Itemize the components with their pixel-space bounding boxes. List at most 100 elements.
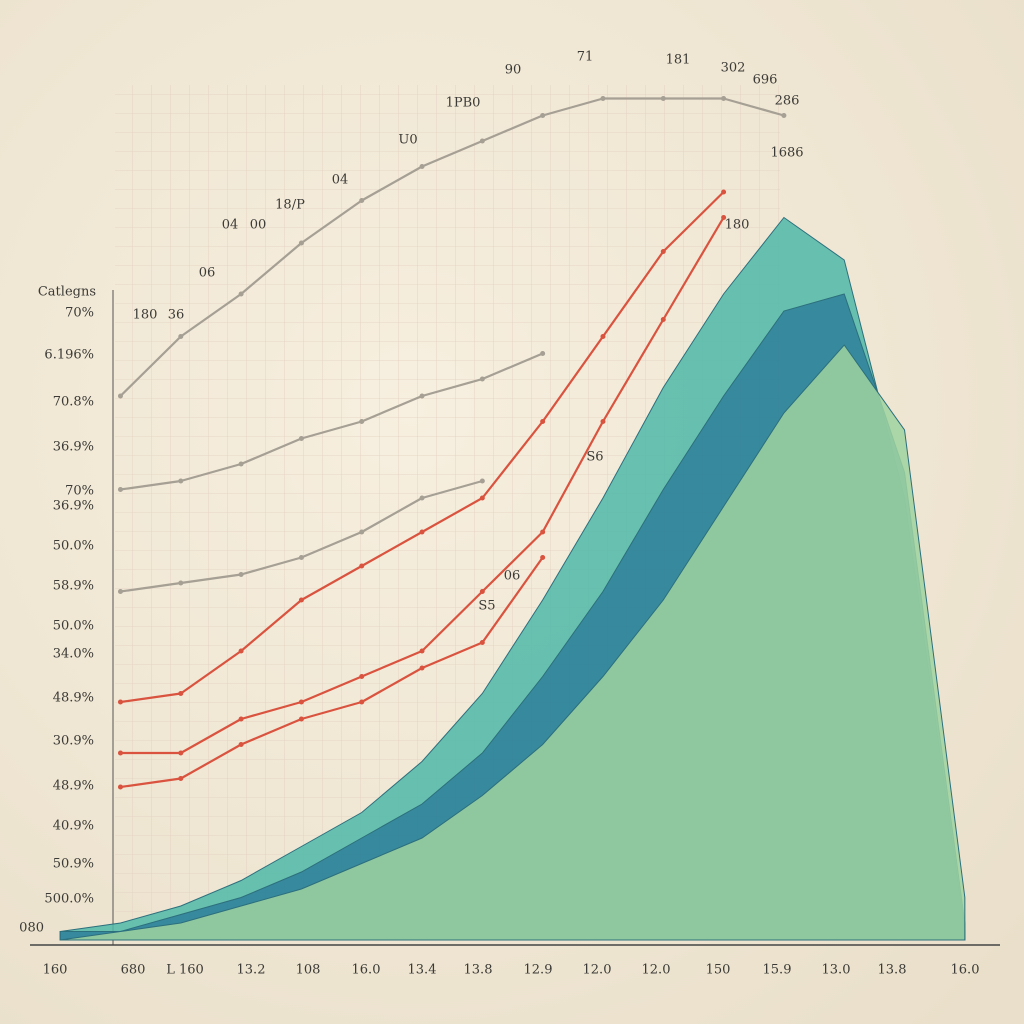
- dot: [479, 589, 485, 594]
- area: [60, 344, 966, 941]
- annotation: 71: [577, 50, 594, 65]
- dot: [479, 138, 485, 144]
- y-label: Catlegns: [38, 285, 96, 300]
- annotation: 180: [133, 308, 158, 323]
- x-tick-label: 13.8: [464, 963, 493, 978]
- annotation: S6: [586, 450, 603, 465]
- x-tick-label: 15.9: [763, 963, 792, 978]
- annotation: 90: [505, 63, 522, 78]
- dot: [298, 699, 304, 705]
- dot: [298, 436, 304, 441]
- annotation: 286: [775, 94, 800, 109]
- dot: [600, 419, 606, 424]
- dot: [117, 589, 123, 594]
- annotation: 181: [666, 53, 691, 68]
- x-tick-label: 16.0: [951, 963, 980, 978]
- x-tick-label: 160: [43, 963, 68, 978]
- dot: [238, 716, 244, 722]
- dot: [721, 189, 727, 195]
- dot: [178, 750, 184, 756]
- annotation: 04: [222, 218, 239, 233]
- dot: [238, 742, 244, 747]
- y-label: 30.9%: [53, 734, 94, 749]
- y-label: 50.0%: [53, 619, 94, 634]
- annotation: 36: [168, 308, 185, 323]
- dot: [419, 495, 425, 501]
- x-tick-label: 13.0: [822, 963, 851, 978]
- y-label: 34.0%: [53, 647, 94, 662]
- annotation: 18/P: [275, 198, 305, 213]
- dot: [178, 334, 184, 339]
- dot: [479, 478, 485, 484]
- annotation: 1PB0: [446, 96, 481, 111]
- dot: [117, 699, 123, 705]
- dot: [540, 555, 546, 560]
- dot: [419, 665, 425, 671]
- x-tick-label: 13.4: [408, 963, 437, 978]
- dot: [117, 487, 123, 492]
- dot: [238, 648, 244, 654]
- dot: [238, 291, 244, 297]
- dot: [359, 674, 365, 679]
- dot: [540, 113, 546, 118]
- dot: [178, 478, 184, 484]
- x-tick-label: 12.0: [583, 963, 612, 978]
- y-label: 40.9%: [53, 819, 94, 834]
- dot: [359, 563, 365, 569]
- annotation: 06: [504, 569, 521, 584]
- x-tick-label: 150: [706, 963, 731, 978]
- x-tick-label: 13.2: [237, 963, 266, 978]
- dot: [298, 716, 304, 722]
- dot: [178, 776, 184, 781]
- dot: [479, 640, 485, 645]
- dot: [298, 555, 304, 560]
- dot: [660, 96, 666, 101]
- dot: [419, 648, 425, 654]
- dot: [359, 198, 365, 203]
- x-tick-label: 12.0: [642, 963, 671, 978]
- annotation: 06: [199, 266, 216, 281]
- line: [120, 556, 544, 789]
- y-label: 70%: [65, 484, 94, 499]
- dot: [479, 376, 485, 382]
- dot: [479, 495, 485, 501]
- dot: [298, 240, 304, 246]
- x-tick-label: 12.9: [524, 963, 553, 978]
- y-label: 080: [19, 921, 44, 936]
- y-label: 36.9%: [53, 499, 94, 514]
- dot: [238, 461, 244, 467]
- dot: [419, 164, 425, 169]
- y-label: 36.9%: [53, 440, 94, 455]
- line: [119, 97, 785, 397]
- dot: [721, 96, 727, 101]
- annotation: 1686: [770, 146, 803, 161]
- dot: [781, 113, 787, 118]
- dot: [298, 597, 304, 603]
- y-label: 50.0%: [53, 539, 94, 554]
- dot: [238, 572, 244, 577]
- dot: [540, 351, 546, 356]
- dot: [117, 750, 123, 756]
- dot: [419, 393, 425, 399]
- annotation: 00: [250, 218, 267, 233]
- annotation: 696: [753, 73, 778, 88]
- dot: [419, 529, 425, 535]
- dot: [660, 317, 666, 322]
- dot: [600, 334, 606, 339]
- y-label: 48.9%: [53, 691, 94, 706]
- dot: [359, 529, 365, 535]
- y-label: 70.8%: [53, 395, 94, 410]
- annotation: S5: [478, 599, 495, 614]
- x-tick-label: 16.0: [352, 963, 381, 978]
- line: [120, 352, 544, 491]
- dot: [117, 393, 123, 399]
- dot: [117, 784, 123, 790]
- x-tick-label: 108: [296, 963, 321, 978]
- y-label: 70%: [65, 306, 94, 321]
- annotation: 04: [332, 173, 349, 188]
- y-label: 500.0%: [44, 892, 94, 907]
- y-label: 6.196%: [44, 348, 94, 363]
- y-label: 48.9%: [53, 779, 94, 794]
- dot: [178, 580, 184, 586]
